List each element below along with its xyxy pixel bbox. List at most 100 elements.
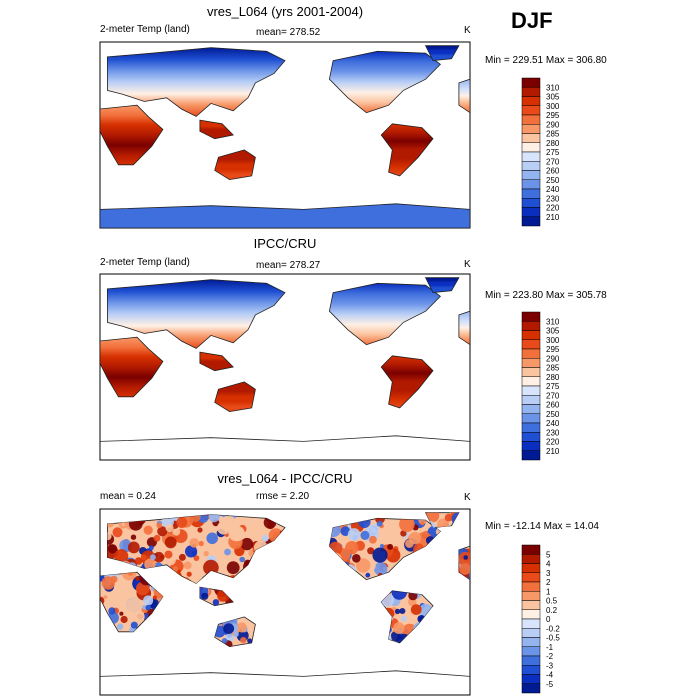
land-2 — [100, 277, 470, 442]
colorbar-tick-label: 280 — [546, 373, 560, 382]
colorbar-tick-label: -5 — [546, 680, 554, 689]
panel-2-minmax: Min = 223.80 Max = 305.78 — [485, 290, 607, 301]
colorbar-swatch — [521, 628, 541, 638]
panel-2-center-label: mean= 278.27 — [256, 260, 321, 271]
colorbar-tick-label: 270 — [546, 157, 560, 166]
colorbar-tick-label: 0.5 — [546, 597, 558, 606]
colorbar-tick-label: 305 — [546, 93, 560, 102]
colorbar-tick-label: 295 — [546, 345, 560, 354]
colorbar-swatch — [521, 124, 541, 134]
colorbar-swatch — [521, 413, 541, 424]
colorbar-swatch — [521, 188, 541, 199]
colorbar-swatch — [521, 581, 541, 592]
colorbar-tick-label: 210 — [546, 213, 560, 222]
panel-3-left-label: mean = 0.24 — [100, 491, 156, 502]
panel-3-minmax: Min = -12.14 Max = 14.04 — [485, 521, 599, 532]
colorbar-swatch — [521, 646, 541, 657]
colorbar-swatch — [521, 450, 541, 461]
colorbar-tick-label: 275 — [546, 148, 560, 157]
colorbar-swatch — [521, 609, 541, 620]
panel-1-left-label: 2-meter Temp (land) — [100, 24, 190, 35]
colorbar-tick-label: 4 — [546, 560, 551, 569]
colorbar-tick-label: 250 — [546, 176, 560, 185]
panel-1-title: vres_L064 (yrs 2001-2004) — [206, 4, 364, 19]
colorbar-tick-label: 260 — [546, 401, 560, 410]
colorbar-tick-label: 290 — [546, 120, 560, 129]
colorbar-swatch — [521, 591, 541, 601]
colorbar-swatch — [521, 105, 541, 116]
colorbar-tick-label: 300 — [546, 102, 560, 111]
colorbar-swatch — [521, 77, 541, 88]
colorbar-tick-label: 270 — [546, 391, 560, 400]
colorbar-tick-label: 220 — [546, 204, 560, 213]
colorbar-swatch — [521, 207, 541, 217]
panel-1-center-label: mean= 278.52 — [256, 27, 321, 38]
colorbar-tick-label: 240 — [546, 419, 560, 428]
colorbar-swatch — [521, 198, 541, 208]
colorbar-swatch — [521, 170, 541, 180]
colorbar-tick-label: 290 — [546, 354, 560, 363]
colorbar-tick-label: 5 — [546, 550, 551, 559]
colorbar-swatch — [521, 133, 541, 143]
colorbar-swatch — [521, 330, 541, 340]
colorbar-swatch — [521, 161, 541, 171]
colorbar-tick-label: 280 — [546, 139, 560, 148]
colorbar-tick-label: 285 — [546, 130, 560, 139]
colorbar-tick-label: 305 — [546, 327, 560, 336]
colorbar-tick-label: 260 — [546, 167, 560, 176]
colorbar-tick-label: 295 — [546, 111, 560, 120]
colorbar-swatch — [521, 367, 541, 377]
map-panel-3 — [99, 508, 471, 696]
panel-3-units: K — [464, 492, 471, 503]
panel-3-center-label: rmse = 2.20 — [256, 491, 310, 502]
map-panel-2 — [99, 273, 471, 461]
colorbar-swatch — [521, 618, 541, 629]
colorbar-swatch — [521, 441, 541, 451]
colorbar-swatch — [521, 655, 541, 666]
colorbar-tick-label: 0.2 — [546, 606, 558, 615]
colorbar-swatch — [521, 385, 541, 396]
colorbar-swatch — [521, 348, 541, 359]
colorbar-tick-label: -4 — [546, 671, 554, 680]
colorbar-swatch — [521, 358, 541, 368]
colorbar-swatch — [521, 554, 541, 564]
land-1 — [100, 45, 470, 228]
colorbar-tick-label: 210 — [546, 447, 560, 456]
colorbar-swatch — [521, 321, 541, 331]
colorbar-tick-label: 3 — [546, 569, 551, 578]
colorbar-tick-label: 250 — [546, 410, 560, 419]
colorbar-swatch — [521, 637, 541, 647]
colorbar-tick-label: 310 — [546, 317, 560, 326]
colorbar-1: 3103053002952902852802752702602502402302… — [521, 77, 560, 227]
panel-1-units: K — [464, 25, 471, 36]
colorbar-swatch — [521, 216, 541, 227]
panel-2-title: IPCC/CRU — [253, 236, 317, 251]
colorbar-swatch — [521, 151, 541, 162]
colorbar-swatch — [521, 87, 541, 97]
colorbar-swatch — [521, 339, 541, 350]
colorbar-tick-label: 230 — [546, 194, 560, 203]
colorbar-tick-label: 1 — [546, 587, 551, 596]
panel-3-title: vres_L064 - IPCC/CRU — [217, 471, 353, 486]
colorbar-tick-label: -0.2 — [546, 624, 560, 633]
colorbar-swatch — [521, 395, 541, 405]
colorbar-swatch — [521, 179, 541, 190]
colorbar-swatch — [521, 96, 541, 106]
colorbar-tick-label: 300 — [546, 336, 560, 345]
colorbar-swatch — [521, 563, 541, 573]
panel-2-left-label: 2-meter Temp (land) — [100, 257, 190, 268]
colorbar-tick-label: -0.5 — [546, 634, 560, 643]
colorbar-tick-label: 240 — [546, 185, 560, 194]
colorbar-tick-label: 220 — [546, 438, 560, 447]
map-panel-1 — [99, 41, 471, 229]
colorbar-swatch — [521, 544, 541, 555]
colorbar-swatch — [521, 422, 541, 433]
colorbar-swatch — [521, 376, 541, 387]
colorbar-swatch — [521, 114, 541, 125]
colorbar-tick-label: 0 — [546, 615, 551, 624]
colorbar-swatch — [521, 572, 541, 583]
colorbar-tick-label: -3 — [546, 661, 554, 670]
colorbar-swatch — [521, 600, 541, 610]
colorbar-tick-label: 230 — [546, 428, 560, 437]
colorbar-tick-label: 285 — [546, 364, 560, 373]
